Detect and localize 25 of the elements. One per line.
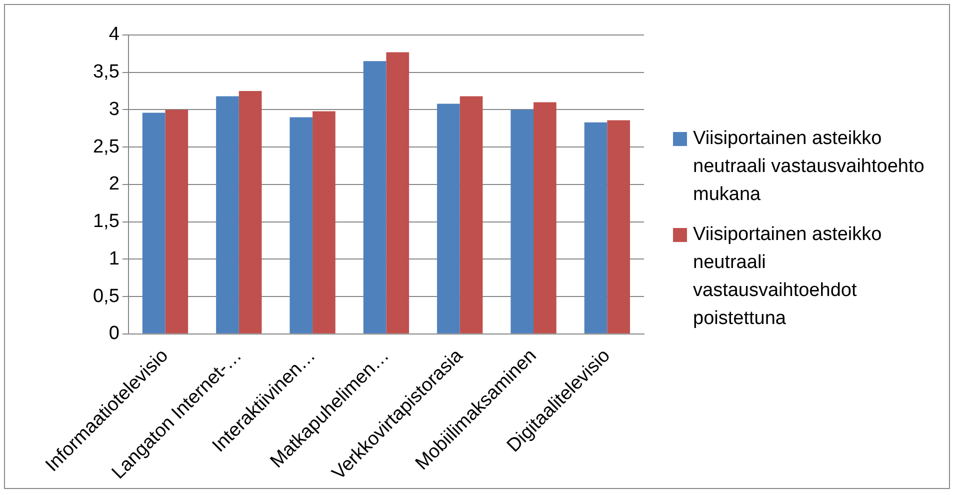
y-tick-label: 1,5 bbox=[92, 211, 120, 232]
y-tick-label: 3,5 bbox=[92, 62, 120, 83]
y-tick-label: 0 bbox=[108, 323, 120, 344]
bar bbox=[165, 110, 188, 334]
bar bbox=[510, 110, 534, 334]
legend-label: Viisiportainen asteikko neutraali vastausvaihtoehdot poistettuna bbox=[693, 223, 883, 331]
y-tick-label: 2 bbox=[108, 174, 120, 195]
y-tick-label: 4 bbox=[108, 24, 120, 46]
bar bbox=[238, 91, 262, 334]
bar bbox=[312, 111, 336, 334]
bar bbox=[437, 104, 460, 334]
bar bbox=[216, 96, 239, 334]
y-tick-label: 0,5 bbox=[92, 286, 120, 307]
bar bbox=[534, 102, 556, 334]
y-tick-label: 3 bbox=[108, 98, 120, 120]
y-tick-label: 2,5 bbox=[92, 136, 120, 158]
legend-label: Viisiportainen asteikko neutraali vastausvaihtoehto mukana bbox=[693, 127, 926, 207]
bar bbox=[386, 52, 410, 334]
bar bbox=[142, 112, 166, 334]
y-tick-label: 1 bbox=[108, 248, 120, 270]
bar bbox=[363, 61, 386, 334]
bar bbox=[607, 120, 630, 334]
bar bbox=[460, 96, 483, 334]
bar bbox=[290, 117, 313, 334]
bar bbox=[584, 122, 608, 334]
